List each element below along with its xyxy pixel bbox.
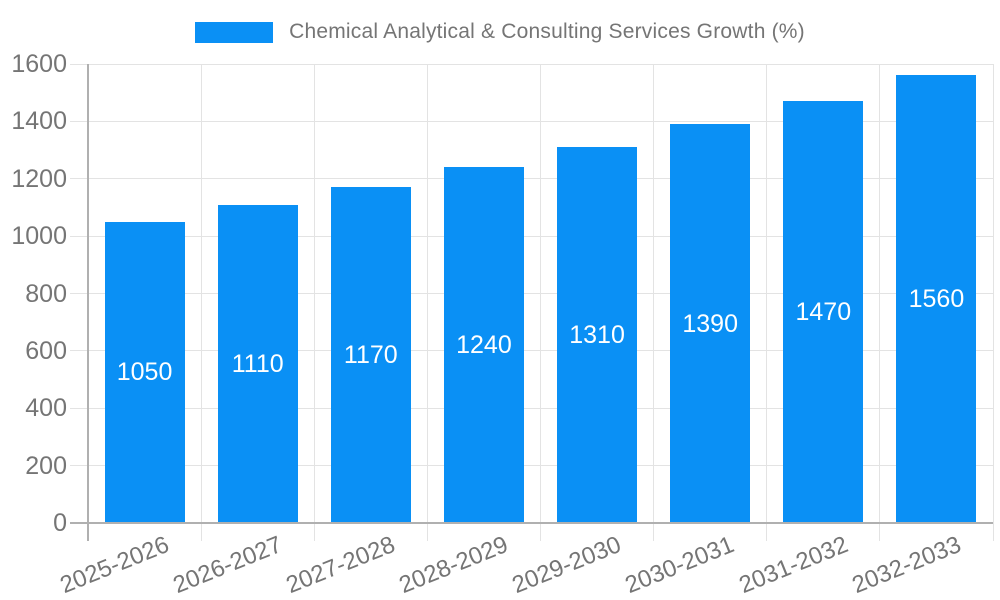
h-gridline <box>70 407 993 409</box>
h-gridline <box>70 350 993 352</box>
y-tick-label: 1200 <box>11 164 67 193</box>
y-tick-label: 1400 <box>11 107 67 136</box>
bar-value-label: 1560 <box>908 285 965 314</box>
v-gridline <box>313 64 315 541</box>
h-gridline <box>70 178 993 180</box>
bar <box>896 75 977 523</box>
y-axis-line <box>87 64 89 541</box>
v-gridline <box>200 64 202 541</box>
h-gridline <box>70 465 993 467</box>
y-tick-label: 0 <box>53 509 67 537</box>
bar <box>783 101 864 523</box>
bar <box>217 204 298 523</box>
v-gridline <box>992 64 994 541</box>
legend-swatch <box>195 21 274 43</box>
h-gridline <box>70 63 993 65</box>
x-tick-label: 2028-2029 <box>395 531 513 600</box>
x-axis-line <box>70 522 993 524</box>
h-gridline <box>70 120 993 122</box>
bar-value-label: 1390 <box>682 309 738 338</box>
bar-value-label: 1240 <box>456 331 512 360</box>
y-tick-label: 200 <box>25 451 67 480</box>
bar <box>670 124 751 523</box>
bar <box>104 221 185 523</box>
v-gridline <box>879 64 881 541</box>
bar-value-label: 1110 <box>231 349 284 378</box>
bar <box>330 187 411 523</box>
x-tick-label: 2029-2030 <box>508 531 626 600</box>
chart-title: Chemical Analytical & Consulting Service… <box>289 20 805 43</box>
x-tick-label: 2031-2032 <box>734 531 852 600</box>
x-tick-label: 2032-2033 <box>848 531 965 600</box>
bar <box>557 147 638 523</box>
y-tick-label: 1000 <box>11 222 67 251</box>
bar-value-label: 1170 <box>343 341 398 370</box>
chart-legend: Chemical Analytical & Consulting Service… <box>0 12 1000 52</box>
v-gridline <box>766 64 768 541</box>
y-tick-label: 800 <box>25 279 67 308</box>
x-tick-label: 2027-2028 <box>282 531 399 600</box>
bar-value-label: 1310 <box>569 321 625 350</box>
v-gridline <box>426 64 428 541</box>
v-gridline <box>540 64 541 541</box>
y-tick-label: 400 <box>25 394 67 423</box>
x-tick-label: 2026-2027 <box>169 531 286 600</box>
bar <box>443 167 524 523</box>
v-gridline <box>653 64 655 541</box>
bar-value-label: 1470 <box>795 298 852 327</box>
y-tick-label: 600 <box>25 336 67 365</box>
bar-value-label: 1050 <box>116 358 173 387</box>
x-tick-label: 2025-2026 <box>56 531 173 600</box>
h-gridline <box>70 235 993 237</box>
y-tick-label: 1600 <box>11 50 67 78</box>
h-gridline <box>70 293 993 294</box>
x-tick-label: 2030-2031 <box>621 531 739 600</box>
